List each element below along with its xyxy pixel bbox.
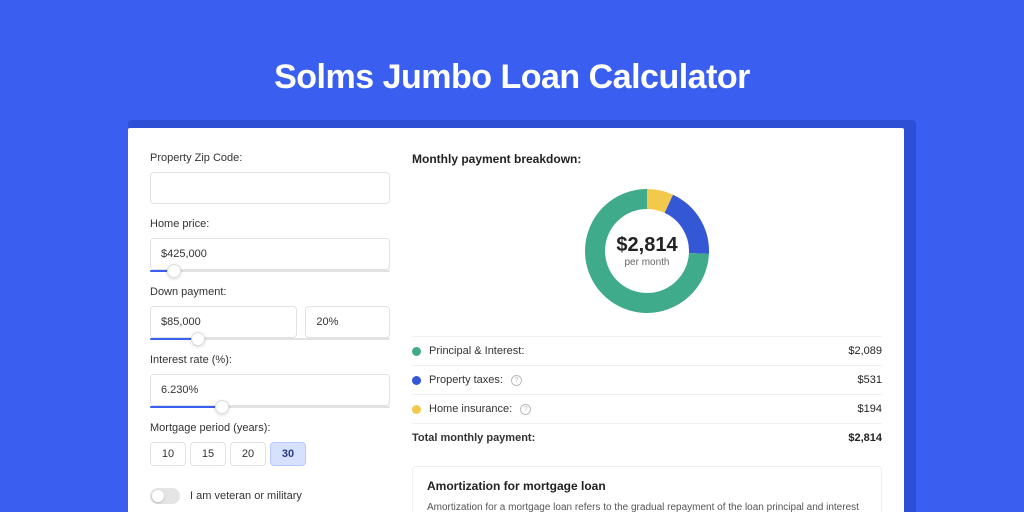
breakdown-title: Monthly payment breakdown: xyxy=(412,152,882,166)
interest-rate-input[interactable] xyxy=(150,374,390,406)
veteran-toggle-knob xyxy=(152,490,164,502)
mortgage-period-btn-15[interactable]: 15 xyxy=(190,442,226,466)
veteran-toggle-label: I am veteran or military xyxy=(190,490,302,502)
breakdown-total-row: Total monthly payment: $2,814 xyxy=(412,423,882,452)
breakdown-row-left: Property taxes:? xyxy=(412,374,522,386)
help-icon[interactable]: ? xyxy=(520,404,531,415)
breakdown-row: Home insurance:? $194 xyxy=(412,394,882,423)
breakdown-total-label: Total monthly payment: xyxy=(412,432,535,444)
zip-label: Property Zip Code: xyxy=(150,152,390,164)
down-payment-amount-input[interactable] xyxy=(150,306,297,338)
breakdown-row-label: Home insurance: xyxy=(429,403,512,415)
down-payment-label: Down payment: xyxy=(150,286,390,298)
home-price-label: Home price: xyxy=(150,218,390,230)
donut-amount: $2,814 xyxy=(616,234,677,257)
breakdown-rows: Principal & Interest: $2,089 Property taxe… xyxy=(412,336,882,423)
breakdown-row: Property taxes:? $531 xyxy=(412,365,882,394)
donut-center: $2,814 per month xyxy=(585,189,709,313)
mortgage-period-btn-20[interactable]: 20 xyxy=(230,442,266,466)
interest-rate-label: Interest rate (%): xyxy=(150,354,390,366)
zip-field-group: Property Zip Code: xyxy=(150,152,390,204)
page-title: Solms Jumbo Loan Calculator xyxy=(0,0,1024,97)
home-price-slider[interactable] xyxy=(150,270,390,272)
amortization-card: Amortization for mortgage loan Amortizat… xyxy=(412,466,882,512)
breakdown-row-value: $2,089 xyxy=(848,345,882,357)
form-column: Property Zip Code: Home price: Down paym… xyxy=(150,152,390,488)
breakdown-row-left: Principal & Interest: xyxy=(412,345,524,357)
legend-dot xyxy=(412,405,421,414)
down-payment-slider[interactable] xyxy=(150,338,390,340)
legend-dot xyxy=(412,347,421,356)
breakdown-row: Principal & Interest: $2,089 xyxy=(412,336,882,365)
home-price-field-group: Home price: xyxy=(150,218,390,272)
breakdown-row-value: $194 xyxy=(858,403,882,415)
veteran-toggle-row: I am veteran or military xyxy=(150,488,390,504)
calculator-card: Property Zip Code: Home price: Down paym… xyxy=(128,128,904,512)
home-price-slider-thumb[interactable] xyxy=(167,264,181,278)
down-payment-input-row xyxy=(150,306,390,338)
mortgage-period-btn-10[interactable]: 10 xyxy=(150,442,186,466)
zip-input[interactable] xyxy=(150,172,390,204)
veteran-toggle[interactable] xyxy=(150,488,180,504)
mortgage-period-buttons: 10152030 xyxy=(150,442,390,466)
donut-wrap: $2,814 per month xyxy=(412,176,882,326)
breakdown-column: Monthly payment breakdown: $2,814 per mo… xyxy=(412,152,882,488)
down-payment-field-group: Down payment: xyxy=(150,286,390,340)
interest-rate-field-group: Interest rate (%): xyxy=(150,354,390,408)
breakdown-row-label: Principal & Interest: xyxy=(429,345,524,357)
donut-sub: per month xyxy=(616,257,677,268)
help-icon[interactable]: ? xyxy=(511,375,522,386)
down-payment-slider-thumb[interactable] xyxy=(191,332,205,346)
donut-container: $2,814 per month xyxy=(585,189,709,313)
mortgage-period-label: Mortgage period (years): xyxy=(150,422,390,434)
breakdown-total-value: $2,814 xyxy=(848,432,882,444)
mortgage-period-field-group: Mortgage period (years): 10152030 xyxy=(150,422,390,466)
mortgage-period-btn-30[interactable]: 30 xyxy=(270,442,306,466)
legend-dot xyxy=(412,376,421,385)
breakdown-row-left: Home insurance:? xyxy=(412,403,531,415)
interest-rate-slider[interactable] xyxy=(150,406,390,408)
amortization-title: Amortization for mortgage loan xyxy=(427,479,867,493)
breakdown-row-value: $531 xyxy=(858,374,882,386)
amortization-text: Amortization for a mortgage loan refers … xyxy=(427,501,867,512)
page-root: Solms Jumbo Loan Calculator Property Zip… xyxy=(0,0,1024,512)
breakdown-row-label: Property taxes: xyxy=(429,374,503,386)
home-price-input[interactable] xyxy=(150,238,390,270)
interest-rate-slider-fill xyxy=(150,406,222,408)
down-payment-percent-input[interactable] xyxy=(305,306,390,338)
interest-rate-slider-thumb[interactable] xyxy=(215,400,229,414)
